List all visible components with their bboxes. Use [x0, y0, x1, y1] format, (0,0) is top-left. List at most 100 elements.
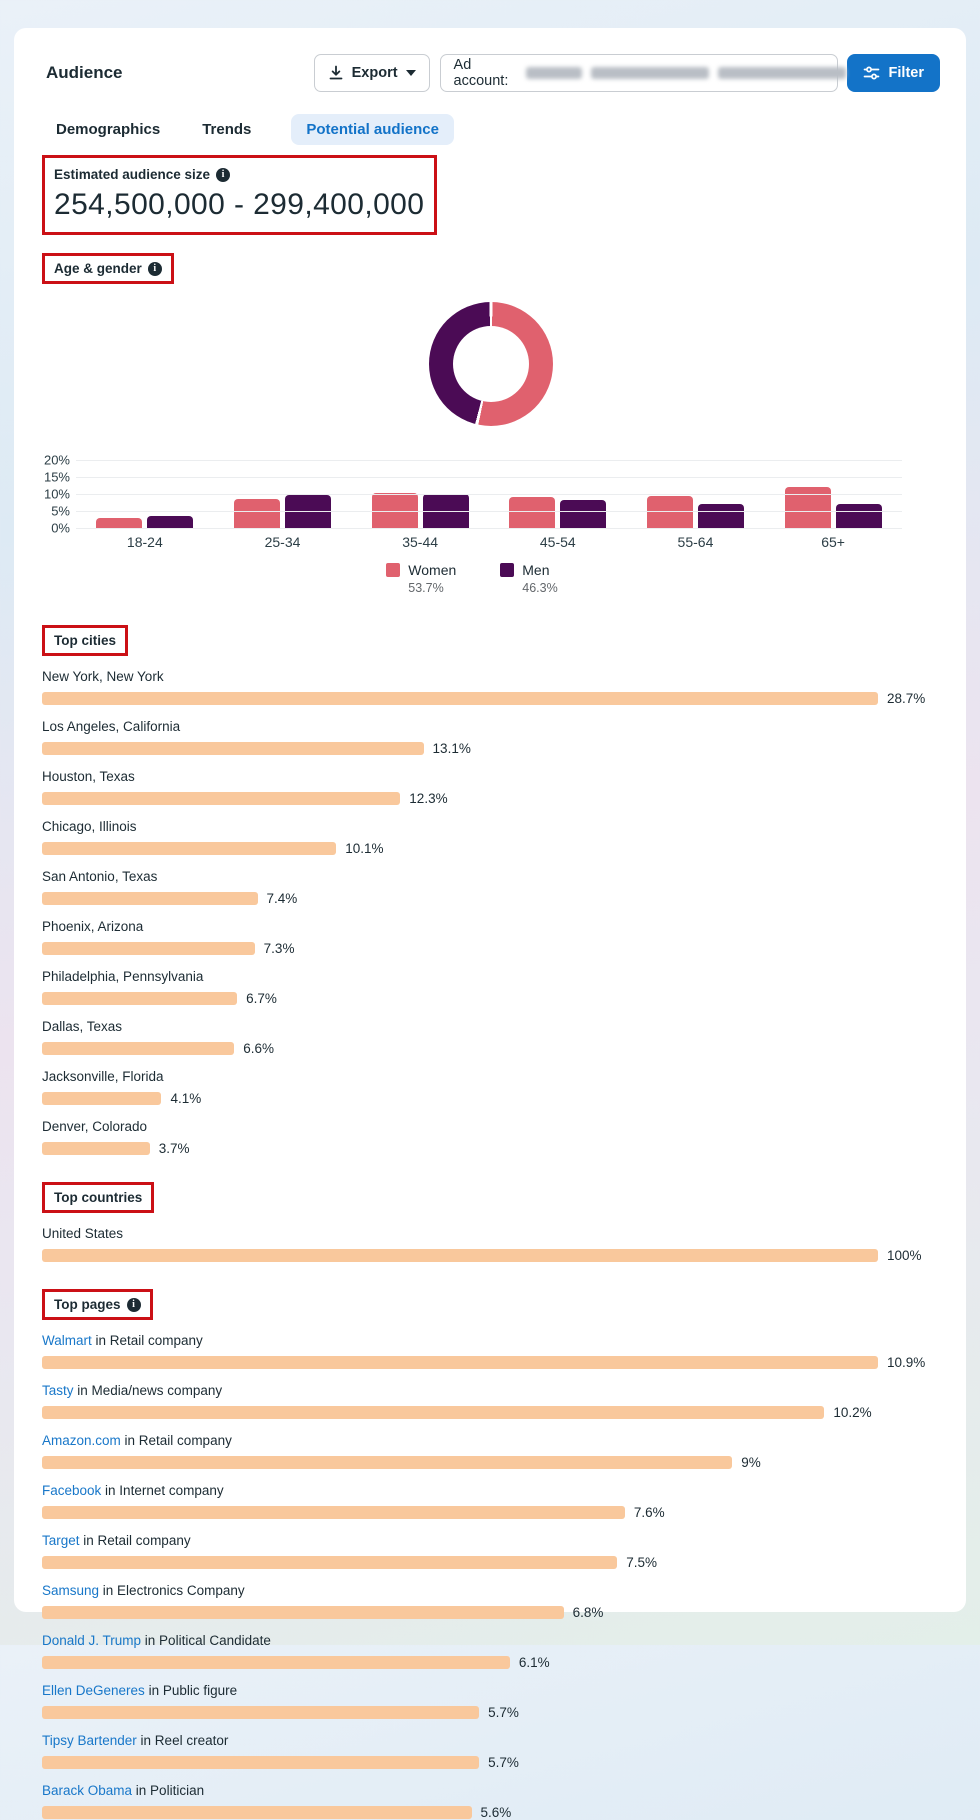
export-button[interactable]: Export [314, 54, 430, 92]
page-row-value: 6.1% [519, 1655, 550, 1670]
city-row-value: 12.3% [409, 791, 447, 806]
bar-line: 100% [42, 1248, 940, 1263]
page-link[interactable]: Samsung [42, 1583, 99, 1598]
page-row-bar [42, 1456, 732, 1469]
city-row-bar [42, 892, 258, 905]
city-row-label: New York, New York [42, 668, 940, 685]
page-row-value: 5.6% [481, 1805, 512, 1820]
bar-line: 10.1% [42, 841, 940, 856]
estimated-audience-label-row: Estimated audience size i [54, 167, 230, 182]
city-row-value: 4.1% [170, 1091, 201, 1106]
city-row-value: 6.7% [246, 991, 277, 1006]
bar-men [560, 500, 606, 528]
top-countries-header-wrap: Top countries [42, 1182, 940, 1213]
bar-line: 10.2% [42, 1405, 940, 1420]
estimated-audience-label: Estimated audience size [54, 167, 210, 182]
page-row-label: Barack Obama in Politician [42, 1782, 940, 1799]
city-row-bar [42, 842, 336, 855]
gridline [76, 460, 902, 461]
bar-line: 6.6% [42, 1041, 940, 1056]
bar-line: 6.7% [42, 991, 940, 1006]
tab-trends[interactable]: Trends [200, 114, 253, 145]
page-link[interactable]: Amazon.com [42, 1433, 121, 1448]
city-row-label: Chicago, Illinois [42, 818, 940, 835]
page-row: Barack Obama in Politician 5.6% [42, 1782, 940, 1820]
city-row-value: 13.1% [433, 741, 471, 756]
page-link[interactable]: Ellen DeGeneres [42, 1683, 145, 1698]
city-row-label: San Antonio, Texas [42, 868, 940, 885]
page-row-label: Walmart in Retail company [42, 1332, 940, 1349]
page-row: Amazon.com in Retail company 9% [42, 1432, 940, 1470]
legend-swatch [386, 563, 400, 577]
page-link[interactable]: Target [42, 1533, 80, 1548]
city-row: Phoenix, Arizona 7.3% [42, 918, 940, 956]
city-row-label: Phoenix, Arizona [42, 918, 940, 935]
page-link[interactable]: Walmart [42, 1333, 92, 1348]
page-link[interactable]: Tasty [42, 1383, 74, 1398]
page-header: Audience Export Ad account: Filter [42, 54, 940, 92]
city-row-bar [42, 992, 237, 1005]
bar-line: 6.8% [42, 1605, 940, 1620]
city-row-label: Denver, Colorado [42, 1118, 940, 1135]
city-row: Dallas, Texas 6.6% [42, 1018, 940, 1056]
page-row-value: 9% [741, 1455, 761, 1470]
country-row-label: United States [42, 1225, 940, 1242]
page-link[interactable]: Facebook [42, 1483, 101, 1498]
estimated-audience-value: 254,500,000 - 299,400,000 [54, 188, 424, 222]
city-row: New York, New York 28.7% [42, 668, 940, 706]
page-row-bar [42, 1656, 510, 1669]
city-row-bar [42, 1042, 234, 1055]
bar-line: 3.7% [42, 1141, 940, 1156]
page-row-value: 10.2% [833, 1405, 871, 1420]
top-cities-header-wrap: Top cities [42, 625, 940, 656]
tab-demographics[interactable]: Demographics [54, 114, 162, 145]
info-icon[interactable]: i [216, 168, 230, 182]
export-label: Export [352, 65, 398, 81]
page-title: Audience [42, 63, 314, 83]
estimated-audience-box: Estimated audience size i 254,500,000 - … [42, 155, 437, 235]
bar-line: 5.7% [42, 1705, 940, 1720]
city-row-bar [42, 742, 424, 755]
page-row-value: 5.7% [488, 1705, 519, 1720]
age-gender-header: Age & gender i [42, 253, 174, 284]
legend-share: 53.7% [408, 581, 456, 595]
donut-hole [453, 326, 529, 402]
page-row-bar [42, 1606, 564, 1619]
legend-label: Women [408, 562, 456, 578]
y-axis-label: 0% [51, 521, 70, 536]
info-icon[interactable]: i [127, 1298, 141, 1312]
x-axis-label: 18-24 [95, 534, 195, 550]
bar-men [698, 504, 744, 528]
page-link[interactable]: Barack Obama [42, 1783, 132, 1798]
bar-men [147, 516, 193, 528]
ad-account-label: Ad account: [454, 57, 509, 89]
city-row-value: 28.7% [887, 691, 925, 706]
page-row-label: Amazon.com in Retail company [42, 1432, 940, 1449]
bar-line: 7.3% [42, 941, 940, 956]
info-icon[interactable]: i [148, 262, 162, 276]
city-row-label: Dallas, Texas [42, 1018, 940, 1035]
country-row-value: 100% [887, 1248, 922, 1263]
page-link[interactable]: Tipsy Bartender [42, 1733, 137, 1748]
x-axis-label: 65+ [783, 534, 883, 550]
bar-line: 7.5% [42, 1555, 940, 1570]
main-card: Audience Export Ad account: Filter Demog… [14, 28, 966, 1612]
tab-potential-audience[interactable]: Potential audience [291, 114, 454, 145]
ad-account-select[interactable]: Ad account: [440, 54, 838, 92]
page-link[interactable]: Donald J. Trump [42, 1633, 141, 1648]
filter-button[interactable]: Filter [847, 54, 940, 92]
bar-line: 5.7% [42, 1755, 940, 1770]
bar-women [96, 518, 142, 528]
page-row-value: 6.8% [573, 1605, 604, 1620]
gridline [76, 477, 902, 478]
